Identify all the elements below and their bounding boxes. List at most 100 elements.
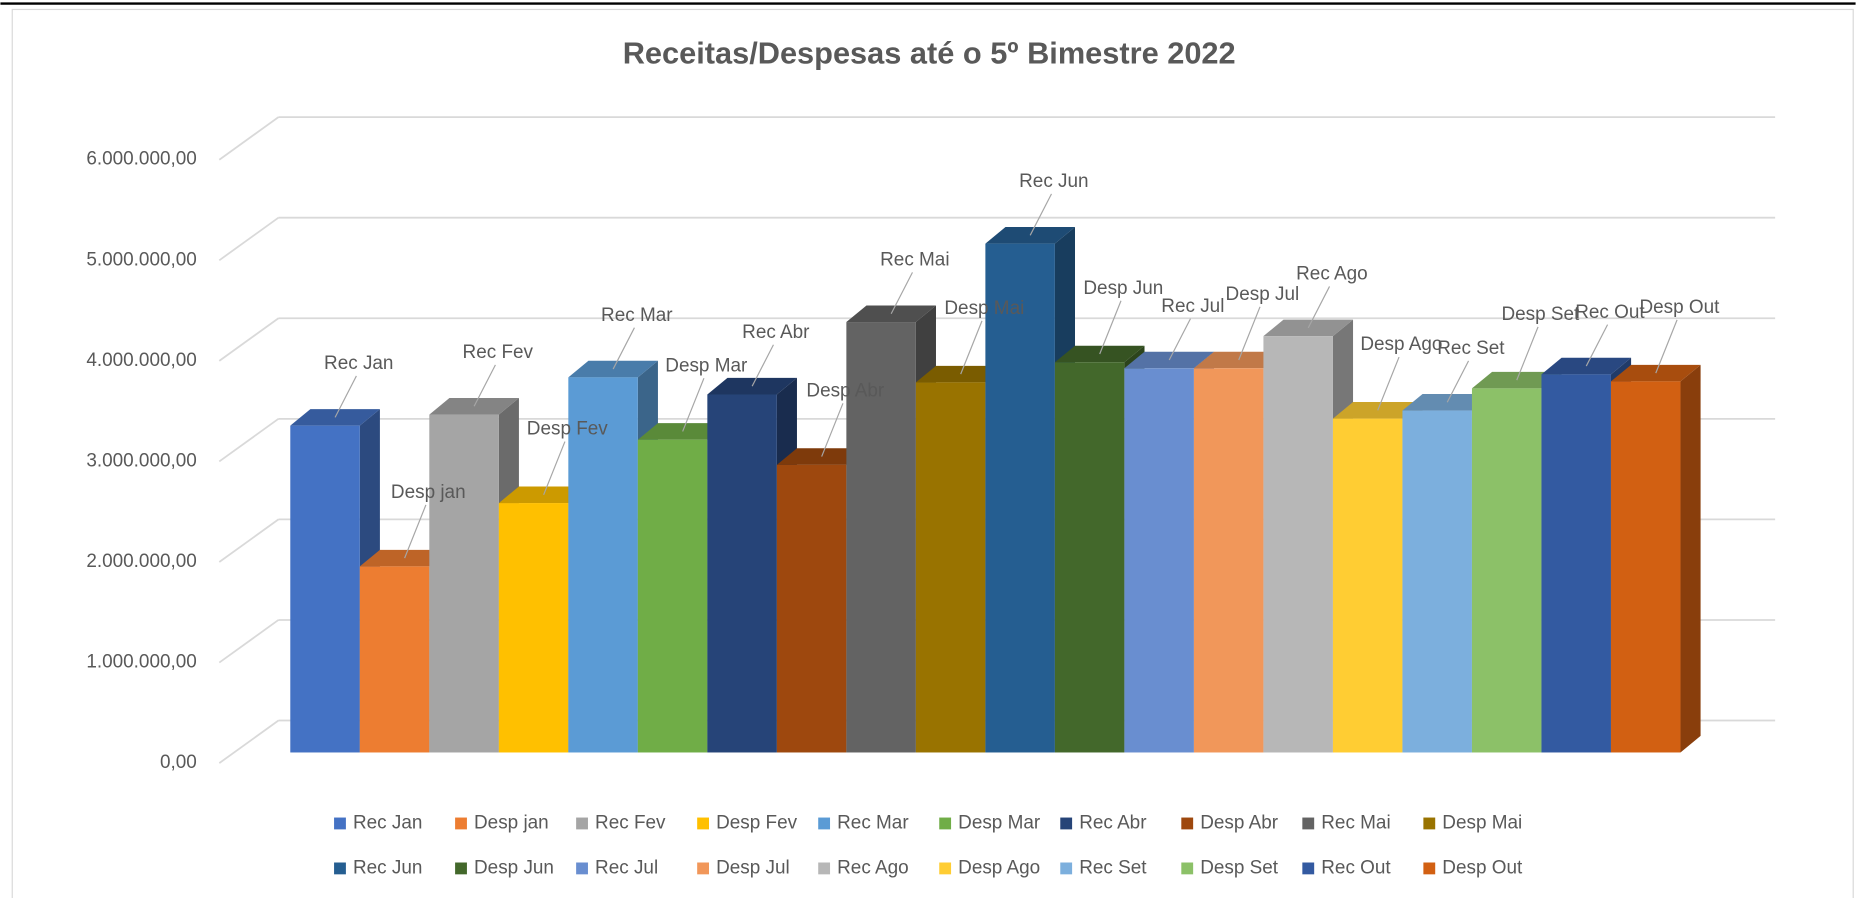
bar	[290, 425, 360, 753]
bar-top	[359, 549, 450, 567]
legend-label: Rec Jun	[353, 857, 422, 878]
data-label: Rec Jun	[1019, 171, 1088, 192]
grid-line-side	[218, 317, 279, 362]
legend-label: Rec Fev	[595, 812, 666, 833]
data-label: Desp Jun	[1083, 278, 1163, 299]
data-label: Desp Fev	[527, 419, 609, 440]
bar	[498, 503, 569, 753]
label-leader	[1168, 318, 1192, 361]
legend-swatch	[455, 817, 467, 830]
data-label: Rec Mai	[880, 250, 949, 271]
bar	[776, 464, 847, 753]
legend-swatch	[1181, 817, 1194, 830]
data-label: Rec Jul	[1161, 296, 1224, 317]
y-tick-label: 5.000.000,00	[86, 249, 196, 270]
legend-label: Rec Jul	[595, 857, 658, 878]
data-label: Desp Mai	[944, 298, 1024, 319]
legend-swatch	[576, 817, 588, 830]
label-leader	[334, 375, 357, 418]
label-leader	[612, 327, 635, 370]
chart-frame	[11, 8, 1854, 903]
data-label: Desp Out	[1639, 297, 1720, 318]
bar	[1610, 381, 1681, 753]
bar	[985, 243, 1055, 753]
data-label: Rec Fev	[463, 342, 534, 363]
grid-line-side	[218, 418, 279, 463]
legend-swatch	[939, 817, 952, 830]
y-tick-label: 3.000.000,00	[86, 450, 196, 471]
label-leader	[1446, 360, 1470, 403]
label-leader	[1099, 300, 1122, 355]
label-leader	[1238, 306, 1261, 361]
legend-swatch	[697, 862, 710, 875]
label-leader	[682, 377, 705, 432]
legend-swatch	[1302, 862, 1315, 875]
legend-label: Desp Jul	[716, 857, 790, 878]
label-leader	[821, 403, 844, 457]
label-leader	[890, 272, 913, 315]
bar	[1193, 368, 1264, 753]
label-leader	[1029, 193, 1053, 236]
legend-swatch	[818, 817, 831, 830]
bar	[1332, 418, 1403, 753]
legend-swatch	[576, 862, 588, 875]
grid-line-side	[218, 216, 279, 262]
legend-swatch	[1181, 862, 1194, 875]
bar	[846, 322, 916, 753]
bar-top	[915, 365, 1006, 383]
label-leader	[1377, 356, 1400, 411]
grid-line-side	[218, 719, 279, 764]
legend-swatch	[455, 862, 467, 875]
bar	[1263, 336, 1333, 753]
data-label: Desp Jul	[1226, 284, 1300, 305]
bar	[637, 439, 708, 753]
grid-line-side	[218, 619, 279, 664]
label-leader	[1516, 326, 1539, 381]
y-tick-label: 0,00	[160, 752, 197, 773]
bar	[1541, 374, 1611, 753]
label-leader	[1307, 286, 1331, 329]
legend-swatch	[1060, 817, 1073, 830]
legend-label: Desp Mai	[1442, 812, 1522, 833]
bar	[1124, 368, 1194, 753]
data-label: Rec Mar	[601, 305, 673, 326]
legend-swatch	[1423, 817, 1436, 830]
bar	[568, 377, 638, 753]
legend-label: Desp Set	[1200, 857, 1279, 878]
label-leader	[751, 344, 774, 387]
bar	[915, 382, 986, 753]
legend-label: Desp Out	[1442, 857, 1523, 878]
data-label: Desp Ago	[1360, 334, 1442, 355]
legend-swatch	[334, 817, 346, 830]
label-leader	[1585, 324, 1609, 367]
bar	[1402, 410, 1472, 753]
y-tick-label: 1.000.000,00	[86, 652, 196, 673]
y-tick-label: 4.000.000,00	[86, 350, 196, 371]
legend-swatch	[818, 862, 831, 875]
data-label: Rec Abr	[742, 322, 809, 343]
grid-line-side	[218, 116, 279, 161]
legend-label: Desp jan	[474, 812, 549, 833]
legend-label: Rec Out	[1321, 857, 1391, 878]
legend-swatch	[1423, 862, 1436, 875]
legend-label: Desp Fev	[716, 812, 798, 833]
bar	[429, 414, 499, 753]
legend-label: Desp Ago	[958, 857, 1040, 878]
data-label: Desp Mar	[665, 355, 747, 376]
data-label: Desp Abr	[806, 380, 884, 401]
legend-label: Rec Set	[1079, 857, 1147, 878]
label-leader	[960, 320, 983, 375]
legend-swatch	[939, 862, 952, 875]
legend-label: Rec Mai	[1321, 812, 1390, 833]
y-tick-label: 6.000.000,00	[86, 149, 196, 170]
data-label: Rec Jan	[324, 353, 393, 374]
legend-label: Desp Abr	[1200, 812, 1278, 833]
chart-title: Receitas/Despesas até o 5º Bimestre 2022	[623, 36, 1236, 71]
data-label: Desp Set	[1501, 304, 1580, 325]
label-leader	[404, 504, 427, 559]
legend-label: Rec Ago	[837, 857, 909, 878]
legend-label: Desp Jun	[474, 857, 554, 878]
bar	[707, 394, 777, 753]
legend-label: Desp Mar	[958, 812, 1040, 833]
